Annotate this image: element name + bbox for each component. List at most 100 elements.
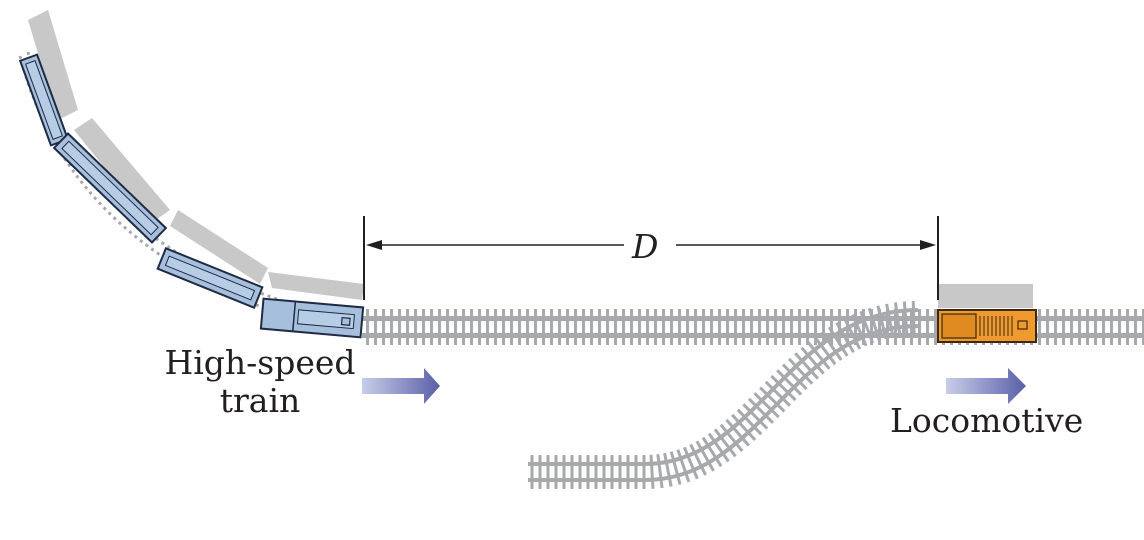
train-label-line1: High-speed	[164, 343, 356, 382]
track-tie	[1078, 309, 1081, 345]
track-tie	[747, 397, 775, 424]
distance-label: D	[632, 227, 659, 266]
locomotive	[937, 309, 1037, 343]
track-tie	[438, 309, 441, 345]
track-tie	[1134, 309, 1137, 345]
track-tie	[1046, 309, 1049, 345]
track-tie	[1118, 309, 1121, 345]
track-tie	[649, 454, 655, 489]
track-tie	[478, 309, 481, 345]
track-tie	[766, 309, 769, 345]
right-arrow-icon	[946, 368, 1026, 404]
track-tie	[758, 309, 761, 345]
track-tie	[558, 309, 561, 345]
track-tie	[586, 455, 590, 489]
track-tie	[670, 309, 673, 345]
track-tie	[390, 309, 393, 345]
distance-dimension	[363, 216, 939, 300]
track-tie	[794, 352, 819, 380]
track-tie	[414, 309, 417, 345]
track-tie	[446, 309, 449, 345]
track-tie	[710, 309, 713, 345]
track-tie	[753, 392, 780, 419]
track-tie	[776, 369, 803, 396]
car-shadow-2	[74, 118, 170, 224]
siding-rail-lower	[528, 324, 919, 482]
track-tie	[731, 413, 757, 442]
dimension-arrowhead-left	[366, 240, 382, 250]
track-tie	[742, 403, 769, 430]
track-tie	[570, 455, 574, 489]
track-tie	[770, 375, 797, 402]
track-tie	[562, 455, 566, 489]
track-tie	[574, 309, 577, 345]
track-tie	[725, 418, 750, 447]
track-tie	[806, 309, 809, 345]
track-tie	[886, 309, 889, 345]
siding-track-ties	[530, 301, 916, 489]
track-tie	[1062, 309, 1065, 345]
track-tie	[374, 309, 377, 345]
train-car-rear	[18, 53, 70, 147]
track-tie	[790, 309, 793, 345]
track-tie	[502, 309, 505, 345]
train-shadows	[28, 10, 364, 300]
track-tie	[713, 428, 737, 458]
track-tie	[634, 455, 638, 489]
track-tie	[781, 363, 808, 391]
track-tie	[759, 386, 786, 413]
track-tie	[462, 309, 465, 345]
track-tie	[530, 455, 534, 489]
track-tie	[1110, 309, 1113, 345]
track-tie	[774, 309, 777, 345]
track-tie	[518, 309, 521, 345]
track-tie	[800, 346, 825, 375]
track-tie	[546, 455, 550, 489]
track-tie	[534, 309, 537, 345]
track-tie	[694, 309, 697, 345]
track-tie	[582, 309, 585, 345]
track-tie	[610, 455, 614, 489]
track-tie	[554, 455, 558, 489]
track-tie	[1126, 309, 1129, 345]
track-tie	[630, 309, 633, 345]
train-label-line2: train	[219, 381, 301, 420]
track-tie	[1142, 309, 1144, 345]
car-shadow-3	[170, 210, 268, 284]
track-tie	[854, 309, 857, 345]
track-tie	[822, 309, 825, 345]
track-tie	[550, 309, 553, 345]
track-tie	[614, 309, 617, 345]
track-tie	[594, 455, 598, 489]
track-tie	[654, 309, 657, 345]
track-tie	[602, 455, 606, 489]
locomotive-label: Locomotive	[890, 401, 1084, 440]
siding-track	[528, 301, 919, 489]
train-car-middle	[52, 132, 168, 244]
high-speed-train	[18, 53, 365, 339]
track-tie	[686, 309, 689, 345]
track-tie	[622, 309, 625, 345]
track-tie	[813, 336, 837, 366]
track-tie	[798, 309, 801, 345]
track-tie	[736, 408, 763, 436]
train-engine	[259, 297, 365, 339]
track-tie	[398, 309, 401, 345]
track-tie	[862, 309, 865, 345]
locomotive-grille	[979, 316, 1013, 336]
track-tie	[638, 309, 641, 345]
track-tie	[494, 309, 497, 345]
track-tie	[422, 309, 425, 345]
track-tie	[1038, 309, 1041, 345]
track-tie	[538, 455, 542, 489]
track-tie	[642, 455, 646, 489]
track-tie	[542, 309, 545, 345]
track-tie	[870, 309, 873, 345]
track-tie	[662, 309, 665, 345]
track-tie	[454, 309, 457, 345]
track-tie	[618, 455, 622, 489]
track-tie	[1054, 309, 1057, 345]
track-tie	[626, 455, 630, 489]
